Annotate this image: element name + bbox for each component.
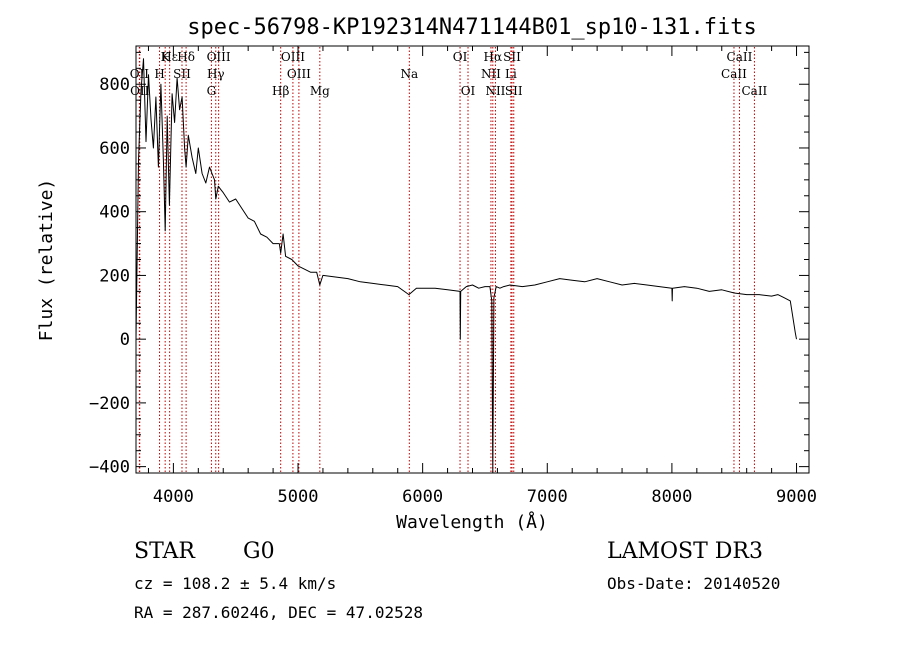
x-tick-label-8000: 8000 bbox=[651, 487, 692, 507]
y-axis: −400 −200 0 200 400 600 800 bbox=[89, 51, 809, 478]
marker-label-20: Hβ bbox=[272, 84, 289, 98]
marker-label-10: H bbox=[154, 67, 164, 81]
y-tick-label-0: 0 bbox=[120, 330, 130, 350]
y-tick-label-200: 200 bbox=[99, 266, 130, 286]
y-axis-label: Flux (relative) bbox=[36, 179, 57, 342]
y-tick-label-800: 800 bbox=[99, 75, 130, 95]
marker-label-21: Mg bbox=[310, 84, 330, 98]
marker-label-23: NII bbox=[485, 84, 505, 98]
y-tick-label--200: −200 bbox=[89, 394, 130, 414]
marker-label-15: NII bbox=[481, 67, 501, 81]
survey-name: LAMOST DR3 bbox=[607, 539, 763, 564]
x-axis: 4000 5000 6000 7000 8000 9000 bbox=[147, 46, 817, 507]
y-tick-label-400: 400 bbox=[99, 203, 130, 223]
marker-label-1: K bbox=[161, 50, 171, 64]
marker-label-11: SII bbox=[173, 67, 191, 81]
marker-label-9: OII bbox=[130, 67, 150, 81]
redshift-velocity: cz = 108.2 ± 5.4 km/s bbox=[134, 574, 337, 593]
x-tick-label-9000: 9000 bbox=[776, 487, 817, 507]
x-axis-label: Wavelength (Å) bbox=[396, 511, 548, 533]
marker-label-2: Hδ bbox=[177, 50, 195, 64]
spectral-line-markers bbox=[138, 47, 755, 472]
marker-label-4: OIII bbox=[281, 50, 305, 64]
marker-label-7: SII bbox=[503, 50, 521, 64]
x-tick-label-5000: 5000 bbox=[278, 487, 319, 507]
marker-label-19: G bbox=[207, 84, 217, 98]
plot-frame bbox=[135, 45, 810, 474]
chart-title: spec-56798-KP192314N471144B01_sp10-131.f… bbox=[187, 15, 757, 40]
series-line-spectrum bbox=[135, 58, 797, 474]
x-tick-label-4000: 4000 bbox=[153, 487, 194, 507]
object-class: STAR bbox=[134, 539, 195, 564]
marker-label-24: SII bbox=[505, 84, 523, 98]
object-subclass: G0 bbox=[243, 539, 275, 564]
x-tick-label-6000: 6000 bbox=[402, 487, 443, 507]
x-tick-label-7000: 7000 bbox=[527, 487, 568, 507]
marker-label-25: CaII bbox=[741, 84, 767, 98]
marker-label-17: CaII bbox=[721, 67, 747, 81]
marker-label-14: Na bbox=[400, 67, 418, 81]
marker-label-18: OII bbox=[130, 84, 150, 98]
y-tick-label-600: 600 bbox=[99, 139, 130, 159]
marker-label-16: Li bbox=[505, 67, 517, 81]
marker-label-13: OIII bbox=[287, 67, 311, 81]
marker-label-8: CaII bbox=[727, 50, 753, 64]
y-tick-label--400: −400 bbox=[89, 458, 130, 478]
observation-date: Obs-Date: 20140520 bbox=[607, 574, 781, 593]
marker-label-3: OIII bbox=[207, 50, 231, 64]
marker-label-22: OI bbox=[461, 84, 476, 98]
marker-label-6: Hα bbox=[484, 50, 503, 64]
spectrum-series bbox=[135, 58, 797, 474]
marker-label-5: OI bbox=[453, 50, 468, 64]
marker-label-12: Hγ bbox=[207, 67, 225, 81]
coordinates: RA = 287.60246, DEC = 47.02528 bbox=[134, 603, 423, 622]
